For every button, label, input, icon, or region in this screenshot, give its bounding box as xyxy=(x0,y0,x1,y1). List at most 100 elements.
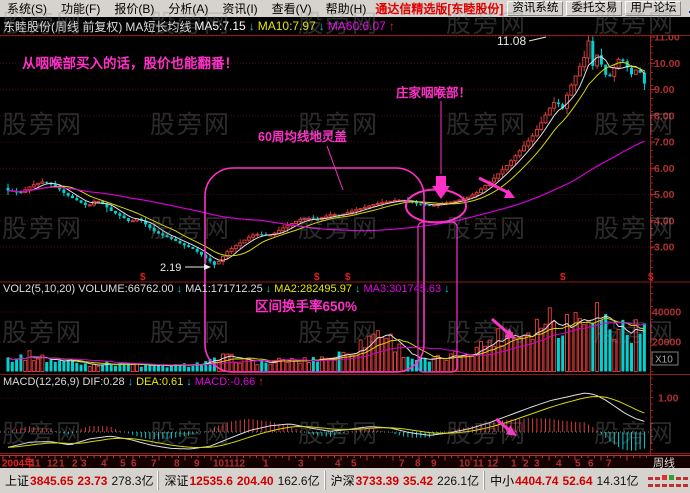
svg-text:10.00: 10.00 xyxy=(654,58,680,70)
svg-text:7: 7 xyxy=(606,459,612,469)
index-amount: 14.31亿 xyxy=(596,474,639,488)
svg-text:11: 11 xyxy=(30,459,41,469)
stock-info-text: MA60:6.07 xyxy=(327,19,386,33)
svg-text:从咽喉部买入的话，股价也能翻番！: 从咽喉部买入的话，股价也能翻番！ xyxy=(22,55,238,71)
svg-text:12: 12 xyxy=(47,459,59,469)
chart-area: 11.00 10.00 9.00 8.00 7.00 6.00 5.00 4.00 3.00 40… xyxy=(0,29,690,470)
heat-block xyxy=(682,476,688,480)
svg-text:2: 2 xyxy=(523,459,529,469)
heat-block xyxy=(654,483,660,487)
vol-header-text: ↓ xyxy=(265,283,272,295)
svg-text:区间换手率650%: 区间换手率650% xyxy=(255,298,357,314)
svg-text:10: 10 xyxy=(459,459,471,469)
heat-block xyxy=(647,476,653,480)
heat-block xyxy=(675,476,681,480)
svg-text:3.00: 3.00 xyxy=(654,242,675,254)
index-quote: 沪深 3733.39 35.42 226.1亿 xyxy=(324,471,484,490)
svg-text:6.00: 6.00 xyxy=(654,163,675,175)
menu-item[interactable]: 功能(F) xyxy=(61,2,101,16)
index-value: 3733.39 xyxy=(355,473,400,488)
svg-text:60周均线地灵盖: 60周均线地灵盖 xyxy=(258,129,347,144)
vol-header-text: MA3:301745.63 xyxy=(363,283,442,295)
svg-text:2.19: 2.19 xyxy=(160,262,181,274)
svg-text:5: 5 xyxy=(120,459,126,469)
svg-text:×××× ×××××-×× × ××: ×××× ×××××-×× × ×× xyxy=(536,35,629,38)
stock-info-text: 东睦股份(周线 前复权) xyxy=(3,19,123,34)
index-amount: 226.1亿 xyxy=(437,474,480,488)
svg-text:X10: X10 xyxy=(655,355,673,366)
svg-text:2004年: 2004年 xyxy=(2,457,34,469)
menu-items: 系统(S) 功能(F) 报价(B) 分析(A) 资讯(I) 查看(V) 帮助(H) xyxy=(0,0,373,17)
index-amount: 278.3亿 xyxy=(111,474,154,488)
top-buttons: 资讯系统 委托交易 用户论坛 xyxy=(507,1,684,16)
top-button[interactable]: 用户论坛 xyxy=(625,1,682,16)
heat-block xyxy=(647,483,653,487)
heat-block xyxy=(682,483,688,487)
svg-text:2: 2 xyxy=(72,459,78,469)
svg-text:4: 4 xyxy=(335,459,341,469)
svg-text:40000: 40000 xyxy=(652,307,681,319)
vol-header-text: ↓ xyxy=(176,283,183,295)
menu-item[interactable]: 查看(V) xyxy=(271,2,312,16)
svg-text:$: $ xyxy=(140,272,146,283)
macd-indicator-header: MACD(12,26,9) DIF:0.28 ↓ DEA:0.61 ↓ MACD:-0.… xyxy=(3,376,267,388)
index-change: 52.64 xyxy=(562,473,593,488)
right-axis-labels: 11.00 10.00 9.00 8.00 7.00 6.00 5.00 4.00 3.00 40… xyxy=(651,32,681,405)
index-quote: 中小 4404.74 52.64 14.31亿 xyxy=(484,471,643,490)
heat-block xyxy=(661,474,667,480)
svg-text:1: 1 xyxy=(263,459,269,469)
svg-text:3: 3 xyxy=(81,459,87,469)
stock-info-text: ↓ xyxy=(318,19,325,33)
top-button[interactable]: 委托交易 xyxy=(566,1,623,16)
svg-text:10: 10 xyxy=(213,459,225,469)
minimize-icon[interactable] xyxy=(686,3,690,15)
index-change: 204.40 xyxy=(236,473,274,488)
stock-info-bar: 东睦股份(周线 前复权) MA短长均线 MA5:7.15 ↓ MA10:7.97 ↓ MA6… xyxy=(0,17,690,35)
index-value: 4404.74 xyxy=(515,473,559,488)
menu-item[interactable]: 系统(S) xyxy=(7,2,47,16)
menu-item[interactable]: 分析(A) xyxy=(168,2,209,16)
svg-text:12: 12 xyxy=(234,459,246,469)
heat-block xyxy=(654,476,660,480)
menu-item[interactable]: 资讯(I) xyxy=(222,2,258,16)
stock-info-text: MA短长均线 xyxy=(125,19,192,34)
stock-info-text: MA5:7.15 xyxy=(194,19,246,33)
vol-header-text: MA2:282495.97 xyxy=(274,283,352,295)
stock-info-text: ↓ xyxy=(248,19,255,33)
vol-header-text: VOL2(5,10,20) VOLUME:66762.00 xyxy=(3,283,174,295)
svg-text:$: $ xyxy=(560,272,566,283)
macd-header-text: DEA:0.61 xyxy=(136,376,184,388)
chart-canvas[interactable]: 11.0010.009.008.007.006.005.004.003.0040… xyxy=(0,29,690,470)
svg-text:11: 11 xyxy=(473,459,484,469)
index-name: 中小 xyxy=(490,474,515,488)
macd-header-text: MACD:-0.66 xyxy=(194,376,256,388)
svg-text:4.00: 4.00 xyxy=(654,215,675,227)
svg-text:1: 1 xyxy=(511,459,517,469)
macd-pane xyxy=(7,392,645,451)
volume-indicator-header: VOL2(5,10,20) VOLUME:66762.00 ↓ MA1:171712… xyxy=(3,283,453,295)
svg-text:1: 1 xyxy=(59,459,65,469)
svg-text:7.00: 7.00 xyxy=(654,137,675,149)
svg-text:9.00: 9.00 xyxy=(654,84,675,96)
svg-text:11: 11 xyxy=(224,459,235,469)
stock-info-text: ↑ xyxy=(388,19,395,33)
vol-header-text: ↓ xyxy=(354,283,361,295)
svg-text:9: 9 xyxy=(194,459,200,469)
macd-header-text: ↓ xyxy=(127,376,134,388)
svg-text:8: 8 xyxy=(415,459,421,469)
heat-block xyxy=(668,474,674,480)
menu-item[interactable]: 报价(B) xyxy=(114,2,155,16)
svg-text:$: $ xyxy=(314,272,320,283)
macd-header-text: ↓ xyxy=(186,376,192,388)
top-button[interactable]: 资讯系统 xyxy=(507,1,564,16)
window-controls: × xyxy=(686,3,690,15)
price-ma-lines xyxy=(7,56,645,261)
macd-header-text: ↑ xyxy=(258,376,264,388)
svg-text:8.00: 8.00 xyxy=(654,110,675,122)
menu-item[interactable]: 帮助(H) xyxy=(325,2,367,16)
heat-block-row xyxy=(647,482,690,487)
svg-text:6: 6 xyxy=(131,459,137,469)
svg-text:20000: 20000 xyxy=(652,337,681,349)
status-bar: 上证 3845.65 23.73 278.3亿 深证 12535.6 204.40 162.6… xyxy=(0,468,690,493)
